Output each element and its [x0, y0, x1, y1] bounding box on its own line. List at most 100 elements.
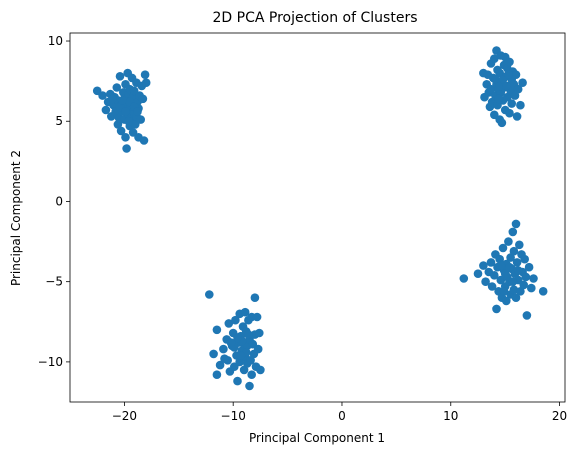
data-point	[498, 243, 508, 253]
data-point	[141, 78, 151, 87]
data-point	[226, 338, 236, 347]
data-point	[506, 253, 515, 262]
data-point	[511, 70, 521, 79]
plot-frame	[69, 32, 566, 403]
data-point	[508, 277, 518, 287]
data-point	[205, 290, 214, 299]
data-point	[502, 81, 511, 91]
data-point	[527, 283, 536, 293]
data-point	[496, 275, 506, 285]
data-point	[495, 68, 505, 78]
data-point	[512, 258, 522, 267]
data-point	[244, 330, 253, 339]
data-point	[224, 319, 234, 328]
data-point	[516, 287, 525, 296]
data-point	[256, 365, 265, 375]
data-point	[116, 126, 126, 136]
x-tick-label: −20	[112, 409, 137, 423]
data-point	[505, 57, 514, 67]
data-point	[220, 354, 229, 364]
data-point	[236, 351, 246, 360]
data-point	[250, 293, 260, 303]
data-point	[490, 54, 499, 63]
data-point	[509, 246, 519, 256]
data-point	[500, 269, 510, 279]
data-point	[502, 296, 511, 306]
data-point	[522, 311, 532, 320]
y-tick-label: −5	[45, 275, 63, 289]
data-point	[521, 272, 531, 282]
data-point	[497, 118, 507, 128]
data-point	[518, 78, 527, 87]
data-point	[113, 120, 123, 129]
data-point	[520, 254, 529, 264]
data-point	[136, 115, 145, 124]
data-point	[511, 293, 521, 303]
data-point	[254, 328, 264, 338]
data-point	[101, 105, 111, 115]
data-point	[508, 227, 518, 237]
data-point	[240, 307, 250, 317]
data-point	[138, 94, 148, 104]
data-point	[140, 70, 150, 79]
chart-title: 2D PCA Projection of Clusters	[213, 10, 418, 26]
data-point	[509, 285, 519, 295]
x-axis: −20 −10 0 10 20	[112, 402, 567, 423]
y-tick-label: 5	[55, 114, 63, 128]
data-point	[133, 107, 142, 116]
data-point	[507, 99, 516, 108]
data-point	[481, 277, 490, 287]
y-tick-label: 10	[48, 34, 63, 48]
data-point	[519, 280, 528, 290]
data-point	[459, 274, 469, 283]
y-axis: −10 −5 0 5 10	[38, 34, 70, 369]
x-tick-label: −10	[221, 409, 246, 423]
data-point	[112, 83, 122, 92]
data-point	[121, 133, 130, 142]
data-point	[239, 365, 249, 375]
data-point	[253, 344, 263, 354]
data-point	[499, 287, 509, 296]
data-point	[121, 107, 130, 116]
data-point	[538, 287, 548, 296]
data-point	[246, 356, 255, 365]
data-point	[122, 144, 131, 153]
data-point	[494, 94, 503, 104]
data-point	[515, 240, 524, 250]
data-point	[503, 92, 512, 102]
data-point	[252, 312, 262, 322]
data-point	[247, 370, 256, 380]
data-point	[124, 116, 133, 126]
data-point	[513, 266, 523, 275]
y-axis-label: Principal Component 2	[9, 150, 23, 286]
data-point	[504, 237, 513, 246]
data-point	[473, 269, 483, 279]
data-point	[117, 96, 127, 105]
data-point	[215, 360, 225, 370]
x-tick-label: 10	[443, 409, 458, 423]
data-point	[108, 94, 117, 104]
data-point	[231, 315, 240, 325]
data-point	[495, 254, 505, 264]
y-tick-label: −10	[38, 355, 63, 369]
y-tick-label: 0	[55, 194, 63, 208]
data-point	[510, 91, 520, 100]
data-point	[233, 333, 242, 343]
data-point	[486, 258, 496, 267]
data-point	[219, 344, 228, 354]
data-point	[212, 370, 222, 380]
data-point	[505, 108, 514, 118]
data-point	[512, 112, 522, 121]
x-tick-label: 0	[338, 409, 346, 423]
data-point	[487, 282, 497, 291]
data-point	[479, 261, 488, 270]
data-point	[505, 262, 514, 272]
data-point	[529, 274, 538, 283]
points-layer	[92, 46, 548, 391]
data-point	[491, 75, 500, 84]
x-tick-label: 20	[552, 409, 567, 423]
data-point	[486, 84, 496, 94]
x-axis-label: Principal Component 1	[249, 431, 385, 445]
data-point	[511, 219, 521, 229]
